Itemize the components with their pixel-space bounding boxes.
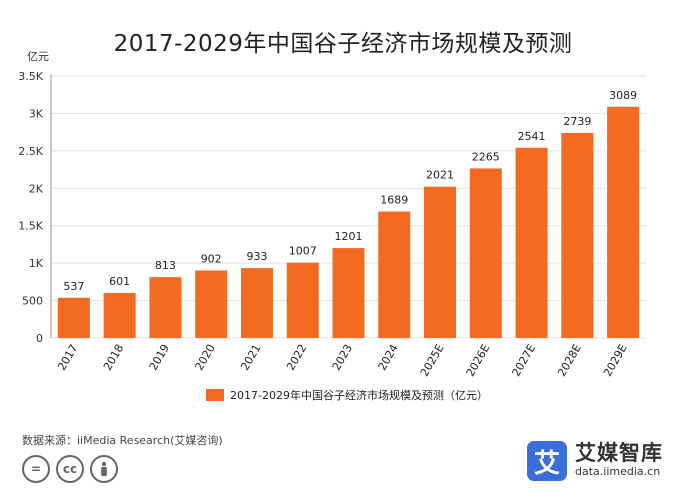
x-tick-label: 2023 xyxy=(330,342,355,373)
brand: 艾 艾媒智库 data.iimedia.cn xyxy=(527,441,663,481)
data-label: 2739 xyxy=(563,115,591,128)
data-label: 813 xyxy=(155,259,176,272)
person-icon xyxy=(101,461,107,476)
x-tick-label: 2022 xyxy=(284,342,309,373)
data-label: 537 xyxy=(63,280,84,293)
data-label: 2265 xyxy=(472,150,500,163)
bar xyxy=(103,293,136,338)
legend-swatch xyxy=(206,389,224,401)
bar xyxy=(424,186,457,338)
x-tick-label: 2020 xyxy=(193,342,218,373)
y-tick-label: 1.5K xyxy=(18,220,43,233)
license-icons: = cc xyxy=(22,455,118,483)
y-tick-label: 3K xyxy=(29,107,44,120)
x-tick-label: 2021 xyxy=(238,342,263,373)
y-tick-label: 2.5K xyxy=(18,145,43,158)
x-tick-label: 2024 xyxy=(376,342,401,373)
x-tick-label: 2018 xyxy=(101,342,126,373)
bar xyxy=(240,268,273,338)
bar xyxy=(378,211,411,338)
cc-by-icon xyxy=(90,455,118,483)
brand-url: data.iimedia.cn xyxy=(575,465,661,478)
data-source: 数据来源：iiMedia Research(艾媒咨询) xyxy=(22,434,223,447)
data-label: 2541 xyxy=(518,130,546,143)
data-label: 601 xyxy=(109,275,130,288)
bar xyxy=(332,248,365,338)
x-tick-label: 2017 xyxy=(55,342,80,373)
x-tick-label: 2029E xyxy=(601,342,630,379)
x-tick-label: 2027E xyxy=(509,342,538,379)
x-tick-label: 2025E xyxy=(418,342,447,379)
y-tick-label: 3.5K xyxy=(18,70,43,83)
y-unit-label: 亿元 xyxy=(27,50,49,63)
data-label: 2021 xyxy=(426,169,454,182)
bar-chart: 0 500 1K 1.5K 2K 2.5K 3K 3.5K 亿元 537 2017 601 2018 81… xyxy=(18,50,646,402)
bar xyxy=(561,132,594,338)
chart-title: 2017-2029年中国谷子经济市场规模及预测 xyxy=(113,31,573,57)
data-label: 1007 xyxy=(289,245,317,258)
y-tick-label: 2K xyxy=(29,182,44,195)
y-tick-label: 1K xyxy=(29,257,44,270)
cc-icon: cc xyxy=(56,455,84,483)
data-label: 1201 xyxy=(335,230,363,243)
bar xyxy=(469,168,502,338)
data-label: 933 xyxy=(246,250,267,263)
data-label: 1689 xyxy=(380,194,408,207)
data-label: 3089 xyxy=(609,89,637,102)
legend-label: 2017-2029年中国谷子经济市场规模及预测（亿元） xyxy=(230,388,488,402)
bar xyxy=(607,106,640,338)
brand-logo: 艾 xyxy=(527,441,567,481)
y-tick-label: 0 xyxy=(36,332,43,345)
brand-name: 艾媒智库 xyxy=(575,441,663,465)
data-label: 902 xyxy=(201,252,222,265)
cc-nd-icon: = xyxy=(22,455,50,483)
x-tick-label: 2026E xyxy=(464,342,493,379)
bar xyxy=(195,270,228,338)
x-tick-label: 2028E xyxy=(555,342,584,379)
bar xyxy=(149,277,182,338)
bar xyxy=(286,262,319,338)
bar xyxy=(515,147,548,338)
x-tick-label: 2019 xyxy=(147,342,172,373)
bar xyxy=(57,297,90,338)
y-tick-label: 500 xyxy=(22,295,43,308)
